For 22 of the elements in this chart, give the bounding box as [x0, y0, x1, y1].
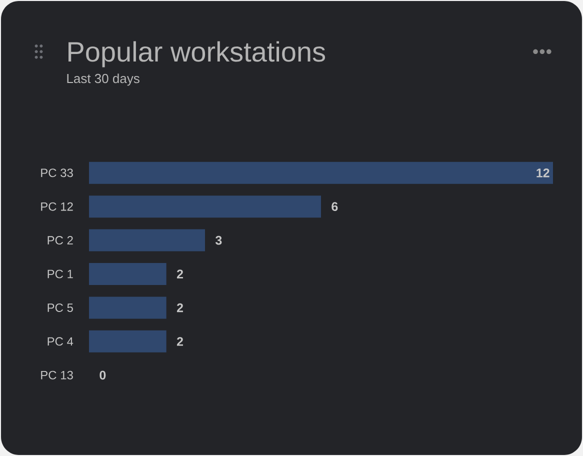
chart-title: Popular workstations	[68, 41, 326, 68]
y-tick-label: PC 2	[48, 236, 73, 245]
y-tick-label: PC 12	[41, 202, 73, 211]
bar	[89, 330, 166, 352]
chart-subtitle: Last 30 days	[67, 74, 140, 86]
bar	[89, 196, 322, 218]
data-label: 0	[100, 370, 106, 380]
y-tick-label: PC 33	[41, 168, 73, 178]
data-label: 3	[215, 236, 222, 245]
y-tick-label: PC 5	[48, 303, 73, 312]
y-tick-label: PC 13	[41, 370, 73, 380]
data-label: 2	[176, 303, 183, 312]
data-label: 2	[176, 337, 183, 346]
y-tick-label: PC 4	[48, 337, 74, 346]
bar	[89, 263, 166, 286]
data-label: 6	[332, 202, 338, 211]
bar	[89, 296, 166, 319]
bar	[89, 229, 205, 252]
bar	[89, 162, 553, 184]
data-label: 12	[536, 168, 550, 178]
y-tick-label: PC 1	[48, 270, 73, 278]
data-label: 2	[176, 270, 183, 278]
